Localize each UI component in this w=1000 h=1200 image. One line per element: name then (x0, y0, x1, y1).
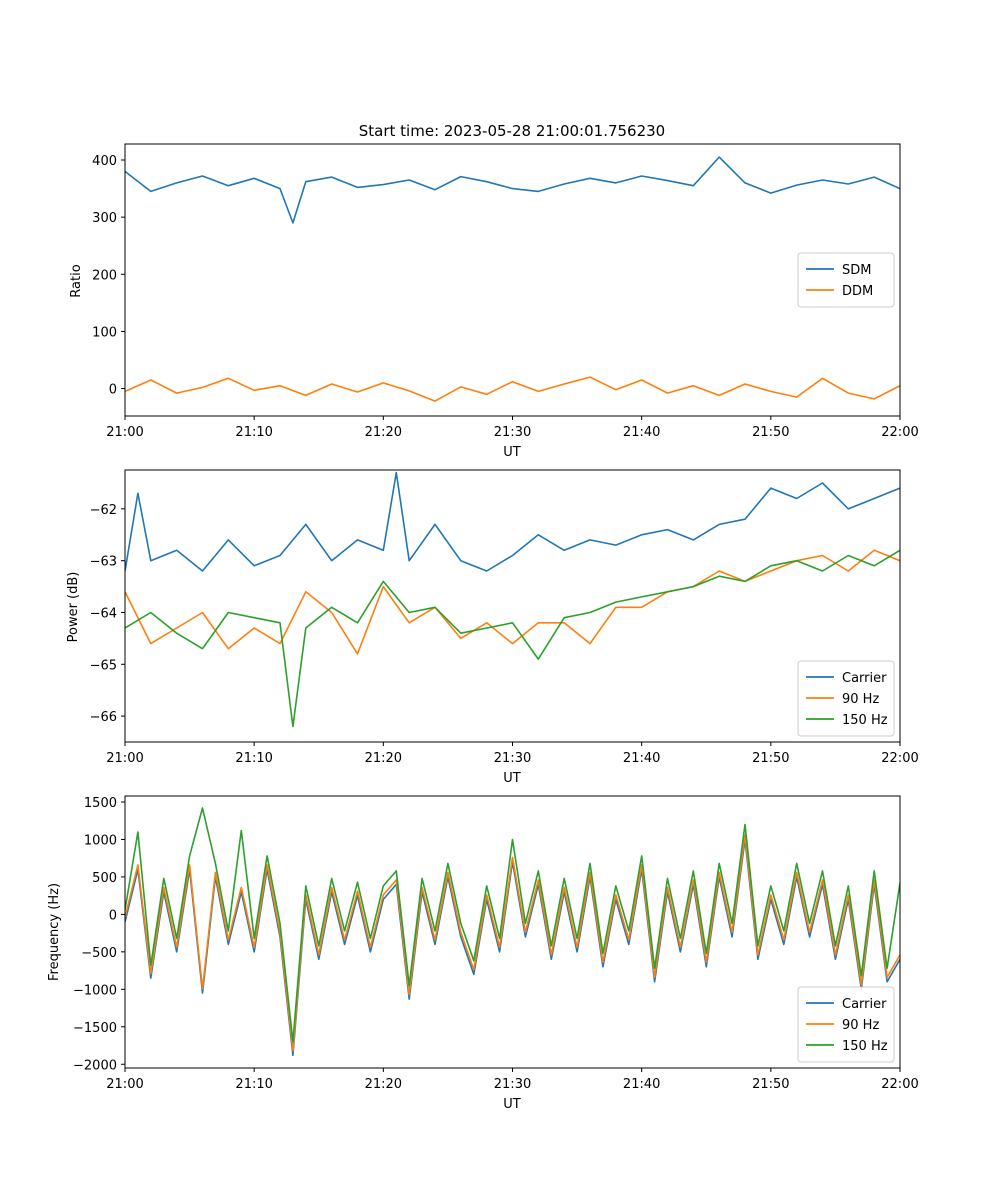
x-tick-label: 21:30 (494, 1077, 531, 1092)
plot-area (125, 470, 900, 742)
x-tick-label: 21:40 (623, 1077, 660, 1092)
y-tick-label: 500 (92, 871, 117, 886)
y-tick-label: 300 (92, 211, 117, 226)
panel-ratio: Ratio UT (69, 264, 521, 460)
chart-0: 21:00 21:10 21:20 21:30 21:40 21:50 22:00 0 100 2… (92, 143, 919, 440)
y-tick-label: −500 (81, 946, 117, 961)
chart-1: 21:00 21:10 21:20 21:30 21:40 21:50 22:00 −66 −6… (90, 469, 919, 766)
plots: 21:00 21:10 21:20 21:30 21:40 21:50 22:00 0 100 2… (73, 143, 919, 1092)
x-tick-label: 21:30 (494, 425, 531, 440)
legend-label-ddm: DDM (842, 284, 873, 299)
x-tick-label: 21:00 (106, 751, 143, 766)
y-tick-label: 100 (92, 325, 117, 340)
chart-2: 21:00 21:10 21:20 21:30 21:40 21:50 22:00 −2000… (73, 795, 919, 1092)
x-tick-label: 21:40 (623, 751, 660, 766)
series-line-ddm (125, 376, 900, 402)
x-tick-label: 21:00 (106, 1077, 143, 1092)
y-tick-label: −1500 (73, 1021, 117, 1036)
x-tick-label: 21:00 (106, 425, 143, 440)
y-tick-label: −62 (90, 503, 117, 518)
legend-label-150-hz: 150 Hz (842, 713, 888, 728)
x-tick-label: 22:00 (881, 425, 918, 440)
legend: SDM DDM (797, 252, 895, 308)
legend-box (797, 660, 895, 737)
legend: Carrier 90 Hz 150 Hz (797, 986, 895, 1063)
y-tick-label: −63 (90, 555, 117, 570)
y-tick-label: −64 (90, 606, 117, 621)
x-tick-label: 22:00 (881, 751, 918, 766)
x-tick-label: 21:10 (235, 425, 272, 440)
y-tick-label: 1000 (84, 833, 117, 848)
x-tick-label: 21:40 (623, 425, 660, 440)
y-tick-label: −1000 (73, 983, 117, 998)
series-line-150-hz (125, 807, 900, 1043)
legend-label-carrier: Carrier (842, 997, 887, 1012)
figure-title: Start time: 2023-05-28 21:00:01.756230 (359, 122, 665, 140)
series-line-sdm (125, 156, 900, 224)
legend-label-150-hz: 150 Hz (842, 1039, 888, 1054)
x-tick-label: 21:20 (365, 425, 402, 440)
y-tick-label: 200 (92, 268, 117, 283)
panel-frequency-xlabel: UT (503, 1097, 521, 1112)
panel-ratio-xlabel: UT (503, 445, 521, 460)
panel-frequency-ylabel: Frequency (Hz) (47, 883, 62, 981)
x-tick-label: 21:20 (365, 1077, 402, 1092)
x-tick-label: 21:10 (235, 1077, 272, 1092)
legend-label-carrier: Carrier (842, 671, 887, 686)
y-tick-label: −65 (90, 658, 117, 673)
x-tick-label: 21:30 (494, 751, 531, 766)
y-tick-label: −2000 (73, 1058, 117, 1073)
series-line-90-hz (125, 549, 900, 655)
y-tick-label: −66 (90, 710, 117, 725)
legend: Carrier 90 Hz 150 Hz (797, 660, 895, 737)
legend-label-90-hz: 90 Hz (842, 1018, 879, 1033)
x-tick-label: 22:00 (881, 1077, 918, 1092)
y-tick-label: 400 (92, 154, 117, 169)
y-tick-label: 0 (109, 383, 117, 398)
panel-power-xlabel: UT (503, 771, 521, 786)
panel-power: Power (dB) UT (66, 572, 521, 786)
legend-label-sdm: SDM (842, 263, 871, 278)
y-tick-label: 0 (109, 908, 117, 923)
x-tick-label: 21:10 (235, 751, 272, 766)
panel-frequency: Frequency (Hz) UT (47, 883, 521, 1112)
plot-area (125, 144, 900, 416)
x-tick-label: 21:50 (752, 1077, 789, 1092)
x-tick-label: 21:20 (365, 751, 402, 766)
series-line-150-hz (125, 549, 900, 728)
y-tick-label: 1500 (84, 796, 117, 811)
panel-ratio-ylabel: Ratio (69, 264, 84, 297)
x-tick-label: 21:50 (752, 425, 789, 440)
series-line-90-hz (125, 834, 900, 1052)
legend-label-90-hz: 90 Hz (842, 692, 879, 707)
legend-box (797, 986, 895, 1063)
x-tick-label: 21:50 (752, 751, 789, 766)
series-line-carrier (125, 471, 900, 572)
legend-box (797, 252, 895, 308)
panel-power-ylabel: Power (dB) (66, 572, 81, 643)
